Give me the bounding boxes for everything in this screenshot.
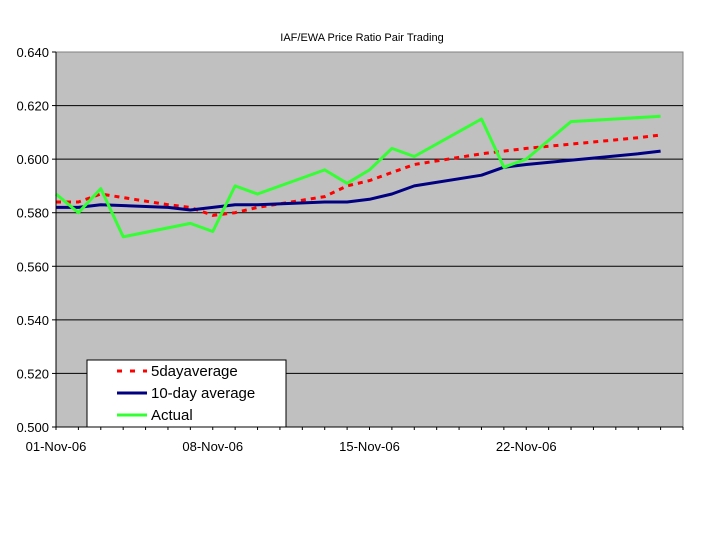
y-tick-label: 0.520 xyxy=(16,366,49,381)
y-tick-label: 0.540 xyxy=(16,313,49,328)
legend-label: 5dayaverage xyxy=(151,363,238,380)
y-tick-label: 0.620 xyxy=(16,99,49,114)
x-tick-label: 22-Nov-06 xyxy=(496,439,557,454)
legend-label: Actual xyxy=(151,407,193,424)
x-tick-label: 15-Nov-06 xyxy=(339,439,400,454)
y-tick-label: 0.580 xyxy=(16,206,49,221)
legend-label: 10-day average xyxy=(151,385,255,402)
series-line xyxy=(55,114,661,239)
x-tick-label: 08-Nov-06 xyxy=(182,439,243,454)
y-tick-label: 0.640 xyxy=(16,45,49,60)
x-tick-label: 01-Nov-06 xyxy=(26,439,87,454)
x-axis-tick-labels: 01-Nov-06 08-Nov-06 15-Nov-06 22-Nov-06 xyxy=(26,427,684,454)
y-tick-label: 0.500 xyxy=(16,420,49,435)
chart-title: IAF/EWA Price Ratio Pair Trading xyxy=(280,32,443,44)
y-axis-tick-labels: 0.500 0.520 0.540 0.560 0.580 0.600 0.620 0.640 xyxy=(16,45,56,435)
y-tick-label: 0.560 xyxy=(16,259,49,274)
series-lines xyxy=(55,114,661,239)
y-tick-label: 0.600 xyxy=(16,152,49,167)
series-line xyxy=(56,133,661,217)
legend: 5dayaverage 10-day average Actual xyxy=(86,359,287,428)
